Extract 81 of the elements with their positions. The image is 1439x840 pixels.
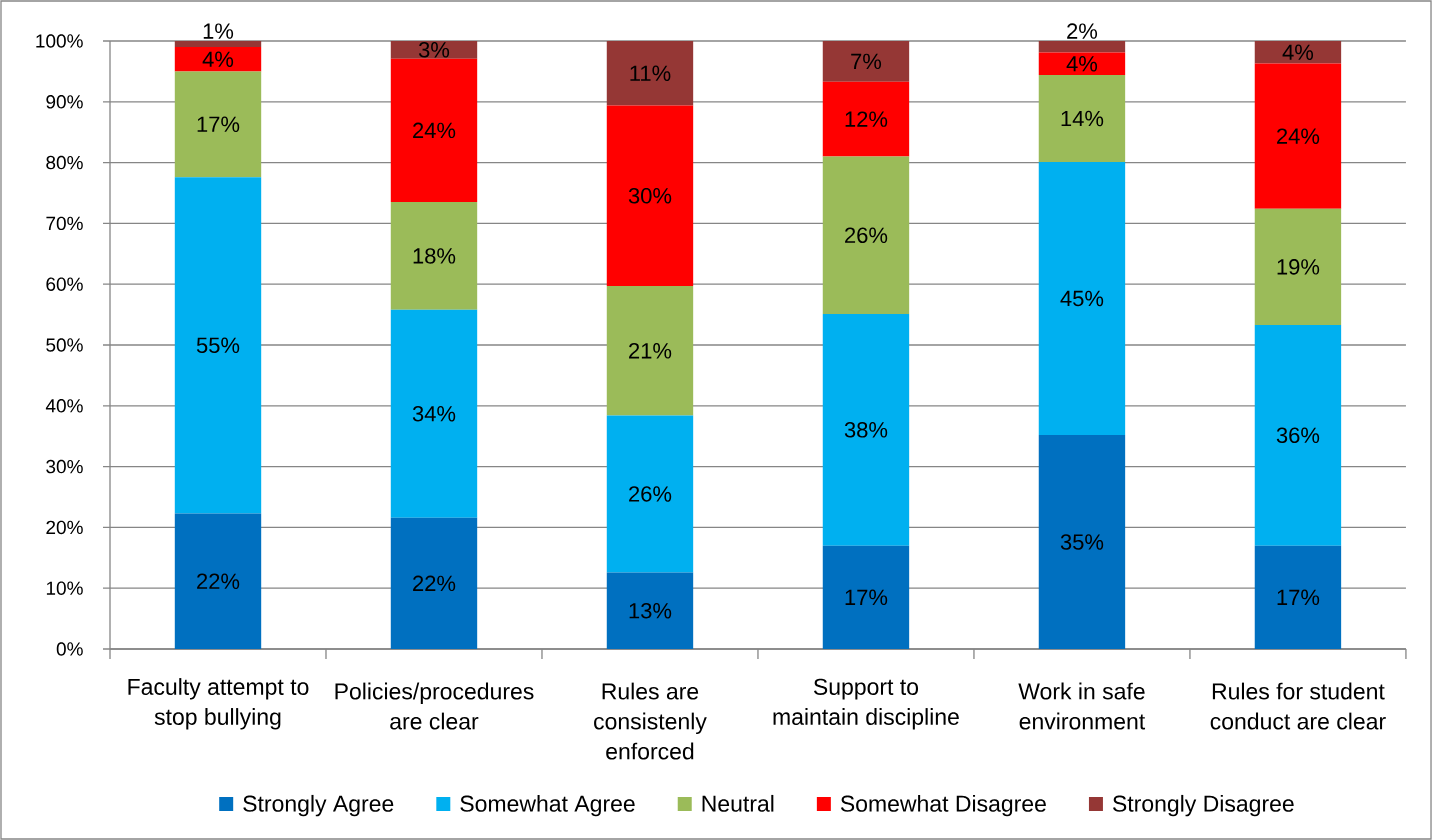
bar bbox=[390, 58, 478, 203]
data-label: 26% bbox=[629, 486, 672, 502]
bar bbox=[174, 47, 262, 72]
y-tick-label: 70% bbox=[46, 216, 83, 231]
bar bbox=[390, 309, 478, 518]
data-label: 18% bbox=[413, 248, 456, 264]
data-label: 36% bbox=[1276, 427, 1320, 444]
y-tick-label: 0% bbox=[56, 642, 83, 656]
x-tick-label: Policies/procedures are clear bbox=[335, 682, 534, 730]
bar bbox=[1254, 545, 1342, 649]
y-tick-label: 60% bbox=[46, 277, 83, 291]
data-label: 45% bbox=[1060, 290, 1104, 307]
bar bbox=[822, 40, 910, 82]
data-label: 2% bbox=[1067, 23, 1098, 39]
x-tick-label: Work in safe environment bbox=[1018, 682, 1146, 730]
data-label: 14% bbox=[1061, 110, 1104, 127]
bar bbox=[174, 513, 262, 649]
data-label: 55% bbox=[196, 337, 240, 354]
bar bbox=[822, 156, 910, 314]
legend-label: Somewhat Agree bbox=[460, 794, 635, 817]
data-label: 4% bbox=[1282, 44, 1314, 60]
bar bbox=[606, 105, 694, 287]
bar bbox=[606, 286, 694, 416]
bar bbox=[1254, 324, 1342, 546]
data-label: 30% bbox=[628, 187, 672, 204]
y-tick-label: 40% bbox=[45, 399, 83, 413]
data-label: 17% bbox=[845, 589, 888, 606]
y-tick-label: 10% bbox=[46, 581, 83, 595]
bar bbox=[822, 545, 910, 649]
data-label: 26% bbox=[845, 227, 888, 244]
y-tick-label: 90% bbox=[46, 95, 83, 109]
bar bbox=[390, 517, 478, 649]
data-label: 22% bbox=[413, 575, 456, 592]
data-label: 22% bbox=[197, 573, 240, 589]
bar bbox=[1038, 40, 1126, 53]
x-tick-label: Faculty attempt to stop bullying bbox=[128, 678, 309, 730]
bar bbox=[1038, 161, 1126, 435]
data-label: 35% bbox=[1060, 534, 1104, 550]
bar bbox=[174, 40, 262, 48]
data-label: 12% bbox=[845, 111, 888, 127]
data-label: 13% bbox=[629, 602, 672, 619]
legend-label: Neutral bbox=[702, 794, 774, 812]
data-label: 1% bbox=[203, 23, 234, 39]
x-tick-label: Support to maintain discipline bbox=[773, 678, 959, 730]
data-label: 4% bbox=[202, 51, 234, 67]
data-label: 24% bbox=[1277, 128, 1320, 144]
data-label: 3% bbox=[418, 42, 450, 58]
bar bbox=[390, 202, 478, 310]
bar bbox=[822, 313, 910, 546]
bar bbox=[1254, 40, 1342, 64]
data-label: 4% bbox=[1066, 56, 1098, 72]
legend-label: Strongly Disagree bbox=[1112, 794, 1294, 817]
legend-label: Somewhat Disagree bbox=[840, 794, 1046, 817]
data-label: 11% bbox=[630, 65, 671, 81]
bar bbox=[1254, 63, 1342, 209]
bar bbox=[1254, 208, 1342, 325]
x-tick-label: Rules for student conduct are clear bbox=[1210, 682, 1386, 730]
y-tick-label: 50% bbox=[46, 338, 83, 352]
data-label: 7% bbox=[851, 53, 882, 70]
bar bbox=[1038, 75, 1126, 162]
bar bbox=[1038, 434, 1126, 649]
bar bbox=[390, 40, 478, 59]
bar bbox=[174, 177, 262, 514]
data-label: 17% bbox=[197, 116, 240, 132]
bar bbox=[606, 415, 694, 573]
y-tick-label: 100% bbox=[36, 34, 83, 48]
bar bbox=[822, 81, 910, 157]
data-label: 19% bbox=[1277, 259, 1320, 275]
data-label: 34% bbox=[412, 405, 456, 422]
y-tick-label: 80% bbox=[46, 155, 83, 170]
bar bbox=[606, 572, 694, 649]
data-label: 21% bbox=[629, 343, 672, 359]
legend-label: Strongly Agree bbox=[243, 794, 394, 817]
data-label: 38% bbox=[844, 422, 888, 438]
bar bbox=[606, 40, 694, 106]
y-tick-label: 30% bbox=[46, 459, 83, 474]
data-label: 24% bbox=[413, 122, 456, 139]
x-tick-label: Rules are consistenly enforced bbox=[594, 682, 707, 760]
data-label: 17% bbox=[1277, 589, 1320, 606]
y-tick-label: 20% bbox=[46, 520, 83, 535]
bar bbox=[174, 71, 262, 178]
